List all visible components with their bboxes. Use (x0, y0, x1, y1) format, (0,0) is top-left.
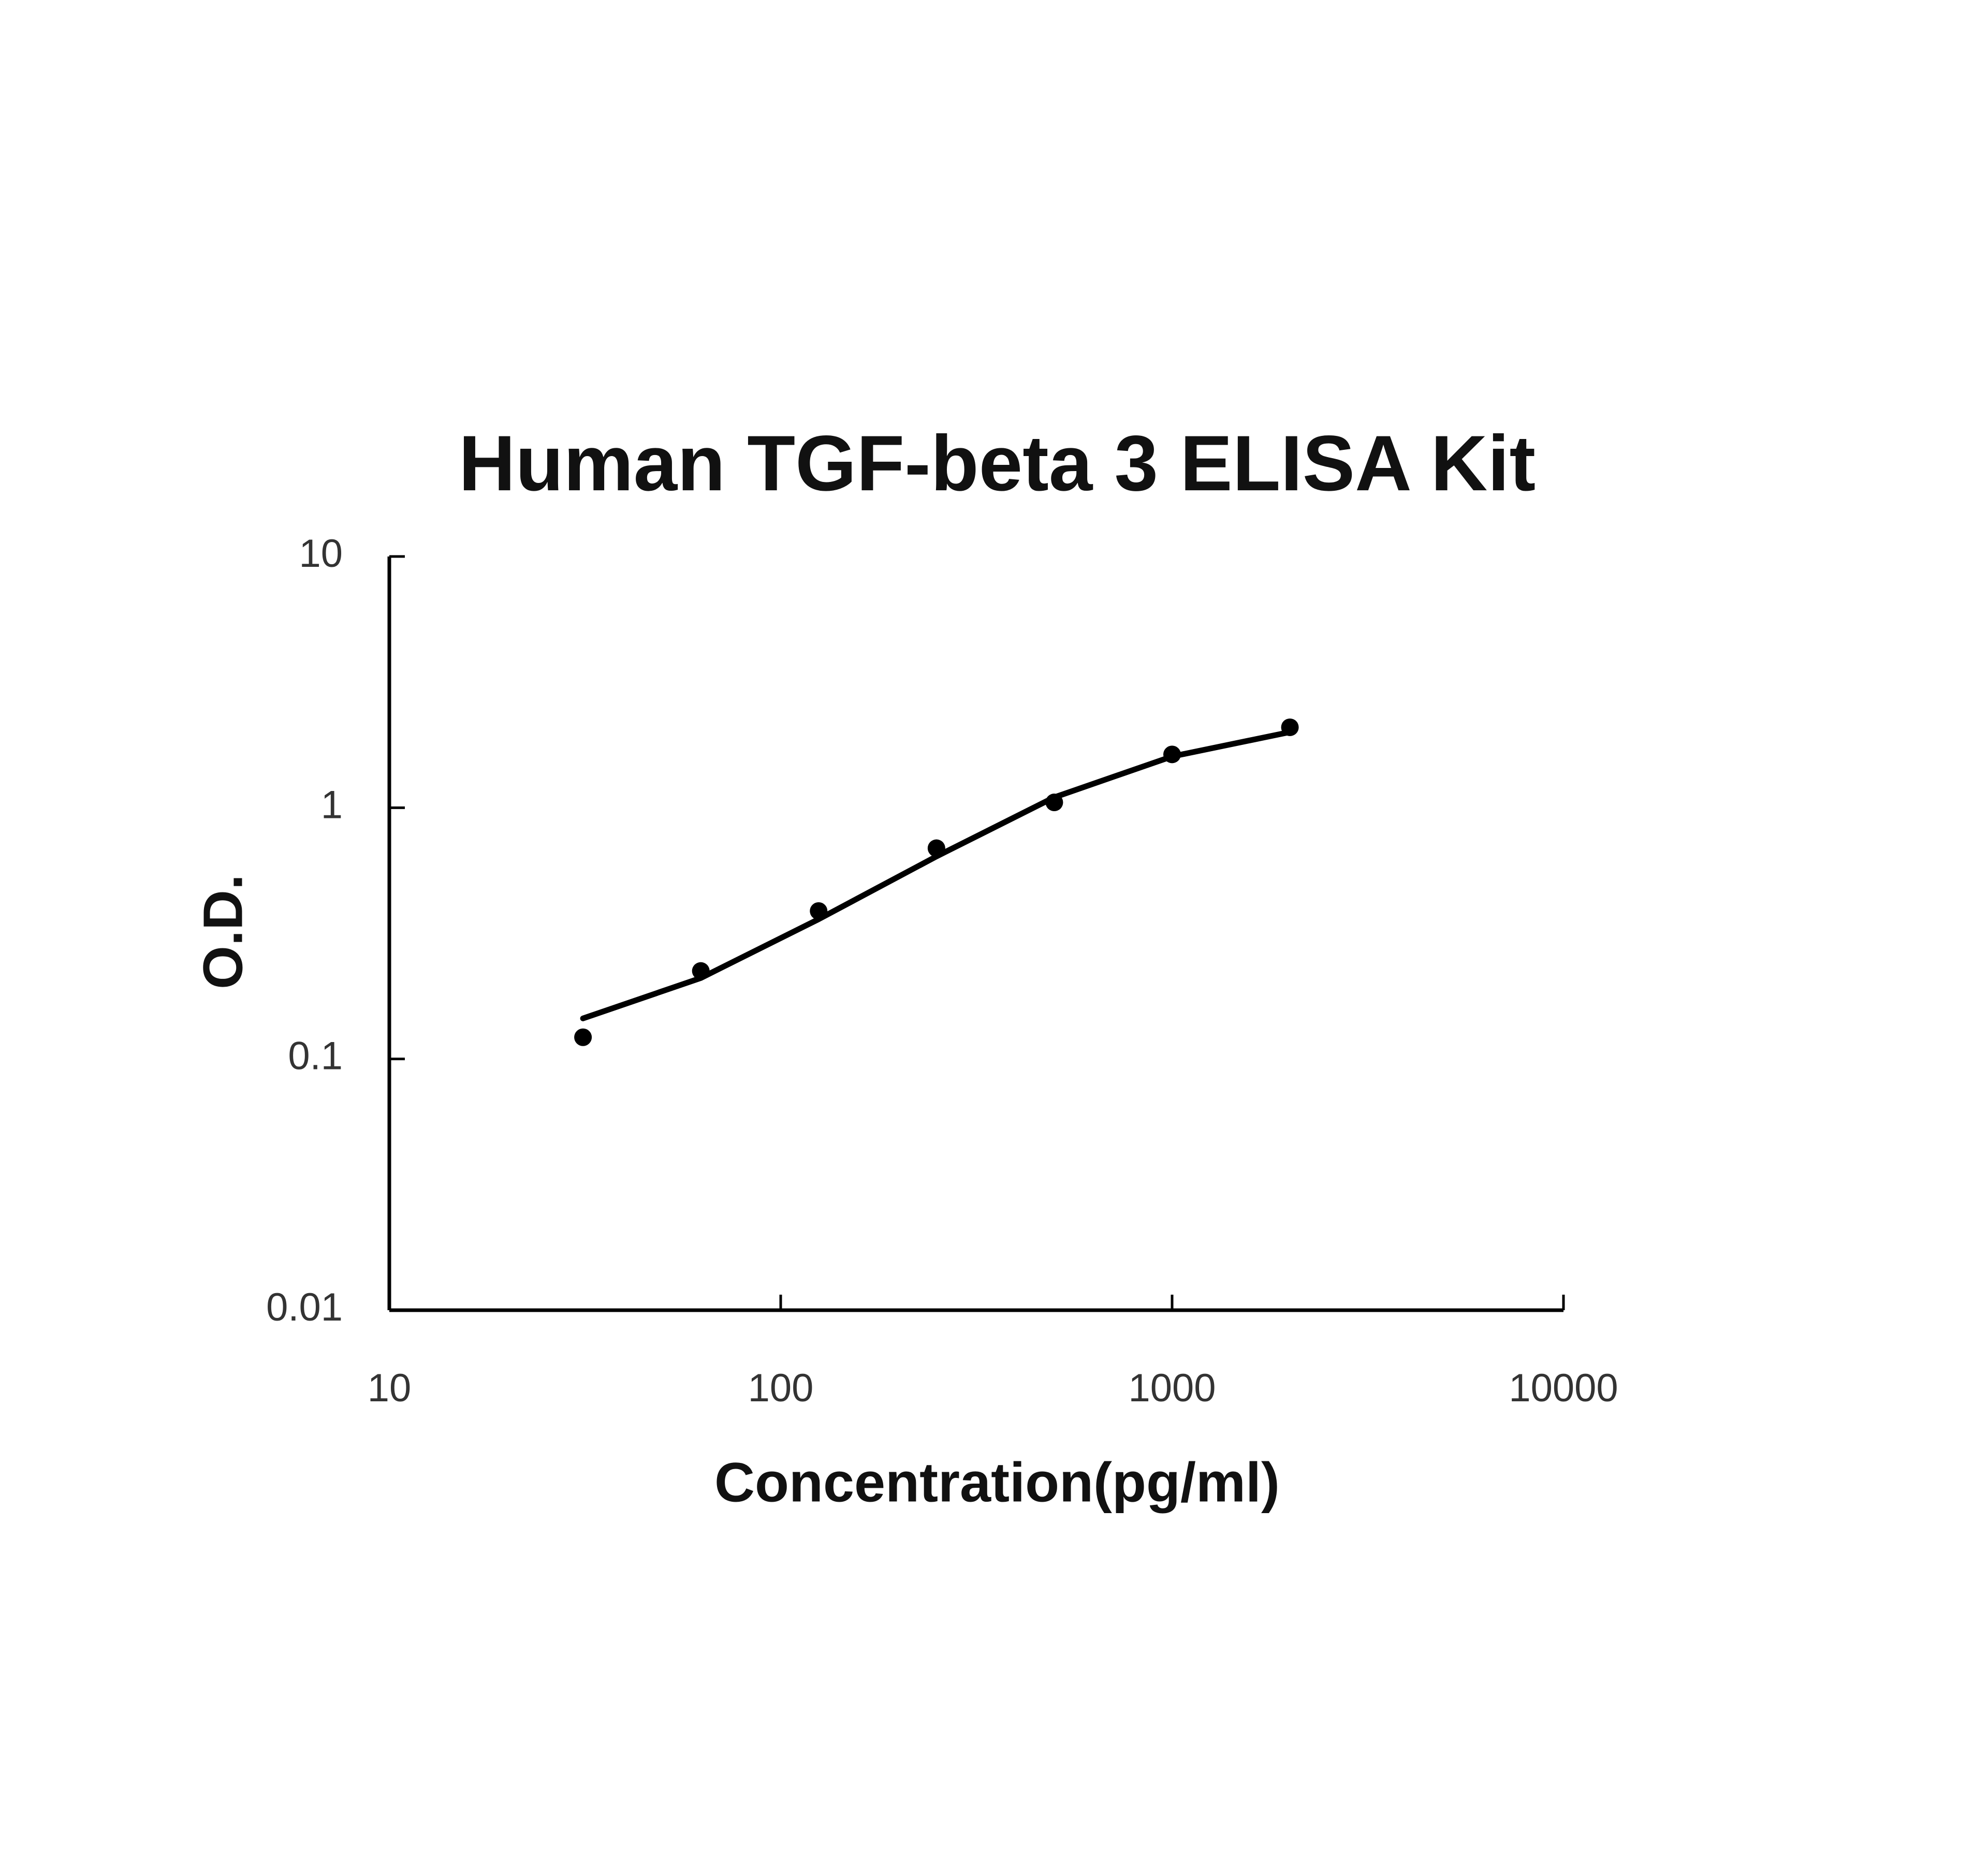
y-axis-label: O.D. (192, 874, 254, 989)
x-tick-label: 1000 (1128, 1366, 1216, 1410)
x-axis-label: Concentration(pg/ml) (714, 1451, 1280, 1514)
y-tick-label: 0.01 (266, 1285, 343, 1329)
chart-title: Human TGF-beta 3 ELISA Kit (459, 419, 1536, 507)
data-point (574, 1028, 592, 1046)
y-tick-label: 10 (299, 532, 343, 576)
y-tick-label: 1 (321, 783, 343, 827)
fit-curve (580, 729, 1293, 1021)
x-tick-label: 100 (748, 1366, 814, 1410)
y-tick-label: 0.1 (288, 1034, 343, 1078)
x-tick-label: 10 (368, 1366, 412, 1410)
x-tick-label: 10000 (1509, 1366, 1618, 1410)
